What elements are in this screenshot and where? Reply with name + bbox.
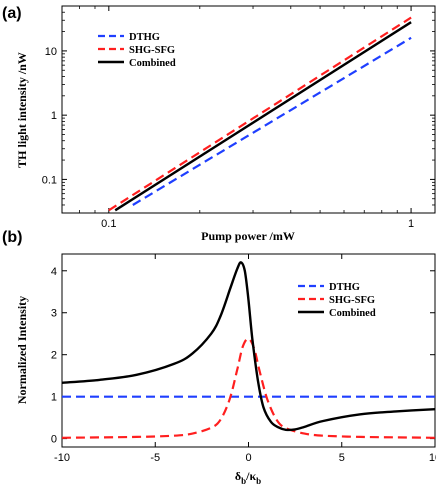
x-tick-label: 10 [429,452,436,464]
panel-a-y-axis-title: TH light intensity /nW [15,52,29,168]
legend-label-shg-sfg: SHG-SFG [329,295,375,306]
y-tick-label: 0.1 [42,174,57,186]
panel-b-x-axis-title: δb/κb [235,469,261,486]
legend-label-combined: Combined [329,308,376,319]
panel-a-ticks: 0.1 1 0.1 1 10 [42,6,435,230]
legend-label-dthg: DTHG [129,32,160,43]
panel-b-y-axis-title: Normalized Intensity [15,296,29,404]
panel-b-legend: DTHG SHG-SFG Combined [298,282,376,319]
panel-b-label: (b) [2,229,22,246]
y-tick-label: 1 [51,392,57,404]
panel-b-ticks: -10 -5 0 5 10 0 1 2 3 4 [51,254,436,464]
x-tick-label: -10 [54,452,70,464]
panel-a-label: (a) [2,5,22,22]
y-tick-label: 0 [51,434,57,446]
y-tick-label: 1 [51,110,57,122]
legend-label-shg-sfg: SHG-SFG [129,45,175,56]
x-title-sub2: b [256,476,261,486]
x-title-kappa: /κ [245,469,256,483]
x-title-delta: δ [235,469,241,483]
series-line-combined [114,21,412,212]
legend-label-combined: Combined [129,58,176,69]
x-tick-label: 0 [245,452,251,464]
x-tick-label: 0.1 [101,218,116,230]
y-tick-label: 10 [45,46,57,58]
y-tick-label: 4 [51,266,57,278]
y-tick-label: 2 [51,350,57,362]
y-tick-label: 3 [51,308,57,320]
series-line-shg-sfg [61,337,436,439]
x-tick-label: 1 [408,218,414,230]
series-line-shg-sfg [108,16,412,212]
panel-a-legend: DTHG SHG-SFG Combined [98,32,176,69]
x-title-sub1: b [241,476,246,486]
panel-a-series [108,16,412,212]
x-tick-label: 5 [339,452,345,464]
panel-a: (a) 0.1 1 0.1 1 10 DTHG SHG-SFG Combined Pump … [2,5,436,243]
panel-b-frame [61,253,436,448]
series-line-combined [61,261,436,432]
panel-b-series [61,261,436,439]
panel-a-x-axis-title: Pump power /mW [201,229,295,243]
panel-a-frame [61,5,436,214]
series-line-dthg [132,36,412,206]
legend-label-dthg: DTHG [329,282,360,293]
panel-b: (b) -10 -5 0 5 10 0 1 2 3 4 DTHG SHG-SFG Combined δ… [2,229,436,486]
x-tick-label: -5 [150,452,160,464]
